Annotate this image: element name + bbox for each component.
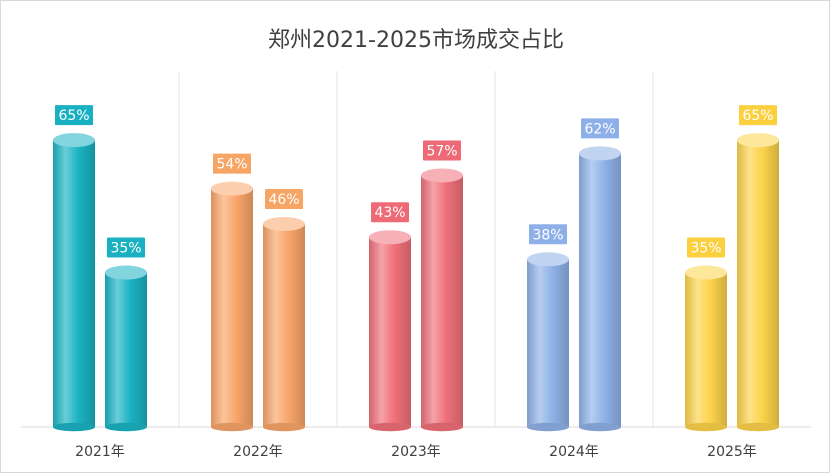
bar-base: [211, 422, 253, 432]
bar: [105, 265, 147, 432]
bar-body: [421, 175, 463, 427]
data-label-text: 62%: [584, 121, 615, 137]
bar: [369, 230, 411, 432]
bar-base: [53, 422, 95, 432]
bar: [527, 252, 569, 432]
data-label: 65%: [739, 105, 777, 126]
category-separators: [178, 71, 654, 427]
data-label-text: 65%: [742, 108, 773, 124]
bar-base: [105, 422, 147, 432]
bar-body: [105, 272, 147, 427]
bar-base: [579, 422, 621, 432]
bar-body: [263, 223, 305, 427]
data-label: 43%: [371, 202, 409, 223]
bar-top-cap: [421, 168, 463, 183]
bar-top-cap: [527, 252, 569, 267]
data-label: 54%: [213, 153, 251, 174]
data-label: 62%: [581, 118, 619, 139]
bar-base: [685, 422, 727, 432]
data-label-box: [265, 188, 303, 209]
data-label-text: 43%: [374, 205, 405, 221]
data-label-text: 38%: [532, 227, 563, 243]
data-label-text: 35%: [690, 241, 721, 257]
bar-body: [369, 237, 411, 427]
data-label-text: 65%: [58, 108, 89, 124]
bar-body: [579, 153, 621, 428]
data-label-box: [213, 153, 251, 174]
bar: [737, 133, 779, 432]
bar-top-cap: [53, 133, 95, 148]
data-labels-group: 65% 35% 54% 46% 43% 57% 38% 62% 35% 65%: [55, 105, 777, 258]
data-label-text: 54%: [216, 157, 247, 173]
data-label: 46%: [265, 188, 303, 209]
x-tick-label: 2022年: [233, 444, 283, 460]
data-label-box: [55, 105, 93, 126]
x-tick-label: 2021年: [75, 444, 125, 460]
bar-top-cap: [685, 265, 727, 280]
bar-base: [737, 422, 779, 432]
data-label: 35%: [107, 237, 145, 258]
bar-base: [263, 422, 305, 432]
bar-top-cap: [369, 230, 411, 245]
bar-top-cap: [211, 181, 253, 196]
data-label-box: [581, 118, 619, 139]
data-label-text: 46%: [268, 192, 299, 208]
bars-group: [53, 133, 779, 432]
bar-base: [421, 422, 463, 432]
data-label-box: [371, 202, 409, 223]
bar: [211, 181, 253, 432]
bar-top-cap: [263, 216, 305, 231]
x-tick-label: 2025年: [707, 444, 757, 460]
bar: [579, 146, 621, 432]
bar-body: [211, 188, 253, 427]
data-label-box: [107, 237, 145, 258]
bar: [53, 133, 95, 432]
data-label-text: 57%: [426, 143, 457, 159]
bar: [263, 216, 305, 432]
data-label: 65%: [55, 105, 93, 126]
bar-body: [527, 259, 569, 427]
chart-title: 郑州2021-2025市场成交占比: [268, 28, 564, 53]
x-tick-labels: 2021年 2022年 2023年 2024年 2025年: [75, 444, 757, 460]
data-label-text: 35%: [110, 241, 141, 257]
x-tick-label: 2024年: [549, 444, 599, 460]
data-label-box: [739, 105, 777, 126]
data-label: 35%: [687, 237, 725, 258]
bar-base: [369, 422, 411, 432]
data-label-box: [687, 237, 725, 258]
x-tick-label: 2023年: [391, 444, 441, 460]
data-label-box: [423, 140, 461, 161]
bar-base: [527, 422, 569, 432]
bar-top-cap: [579, 146, 621, 161]
data-label-box: [529, 224, 567, 245]
data-label: 57%: [423, 140, 461, 161]
bar-body: [737, 140, 779, 427]
bar: [685, 265, 727, 432]
bar-body: [53, 140, 95, 427]
data-label: 38%: [529, 224, 567, 245]
bar-top-cap: [105, 265, 147, 280]
bar-body: [685, 272, 727, 427]
bar: [421, 168, 463, 432]
bar-top-cap: [737, 133, 779, 148]
